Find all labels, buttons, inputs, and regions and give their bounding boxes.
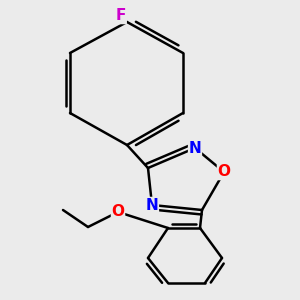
Text: N: N xyxy=(189,140,201,155)
Text: O: O xyxy=(112,205,124,220)
Text: F: F xyxy=(116,8,126,23)
Text: N: N xyxy=(146,197,158,212)
Text: O: O xyxy=(218,164,230,179)
